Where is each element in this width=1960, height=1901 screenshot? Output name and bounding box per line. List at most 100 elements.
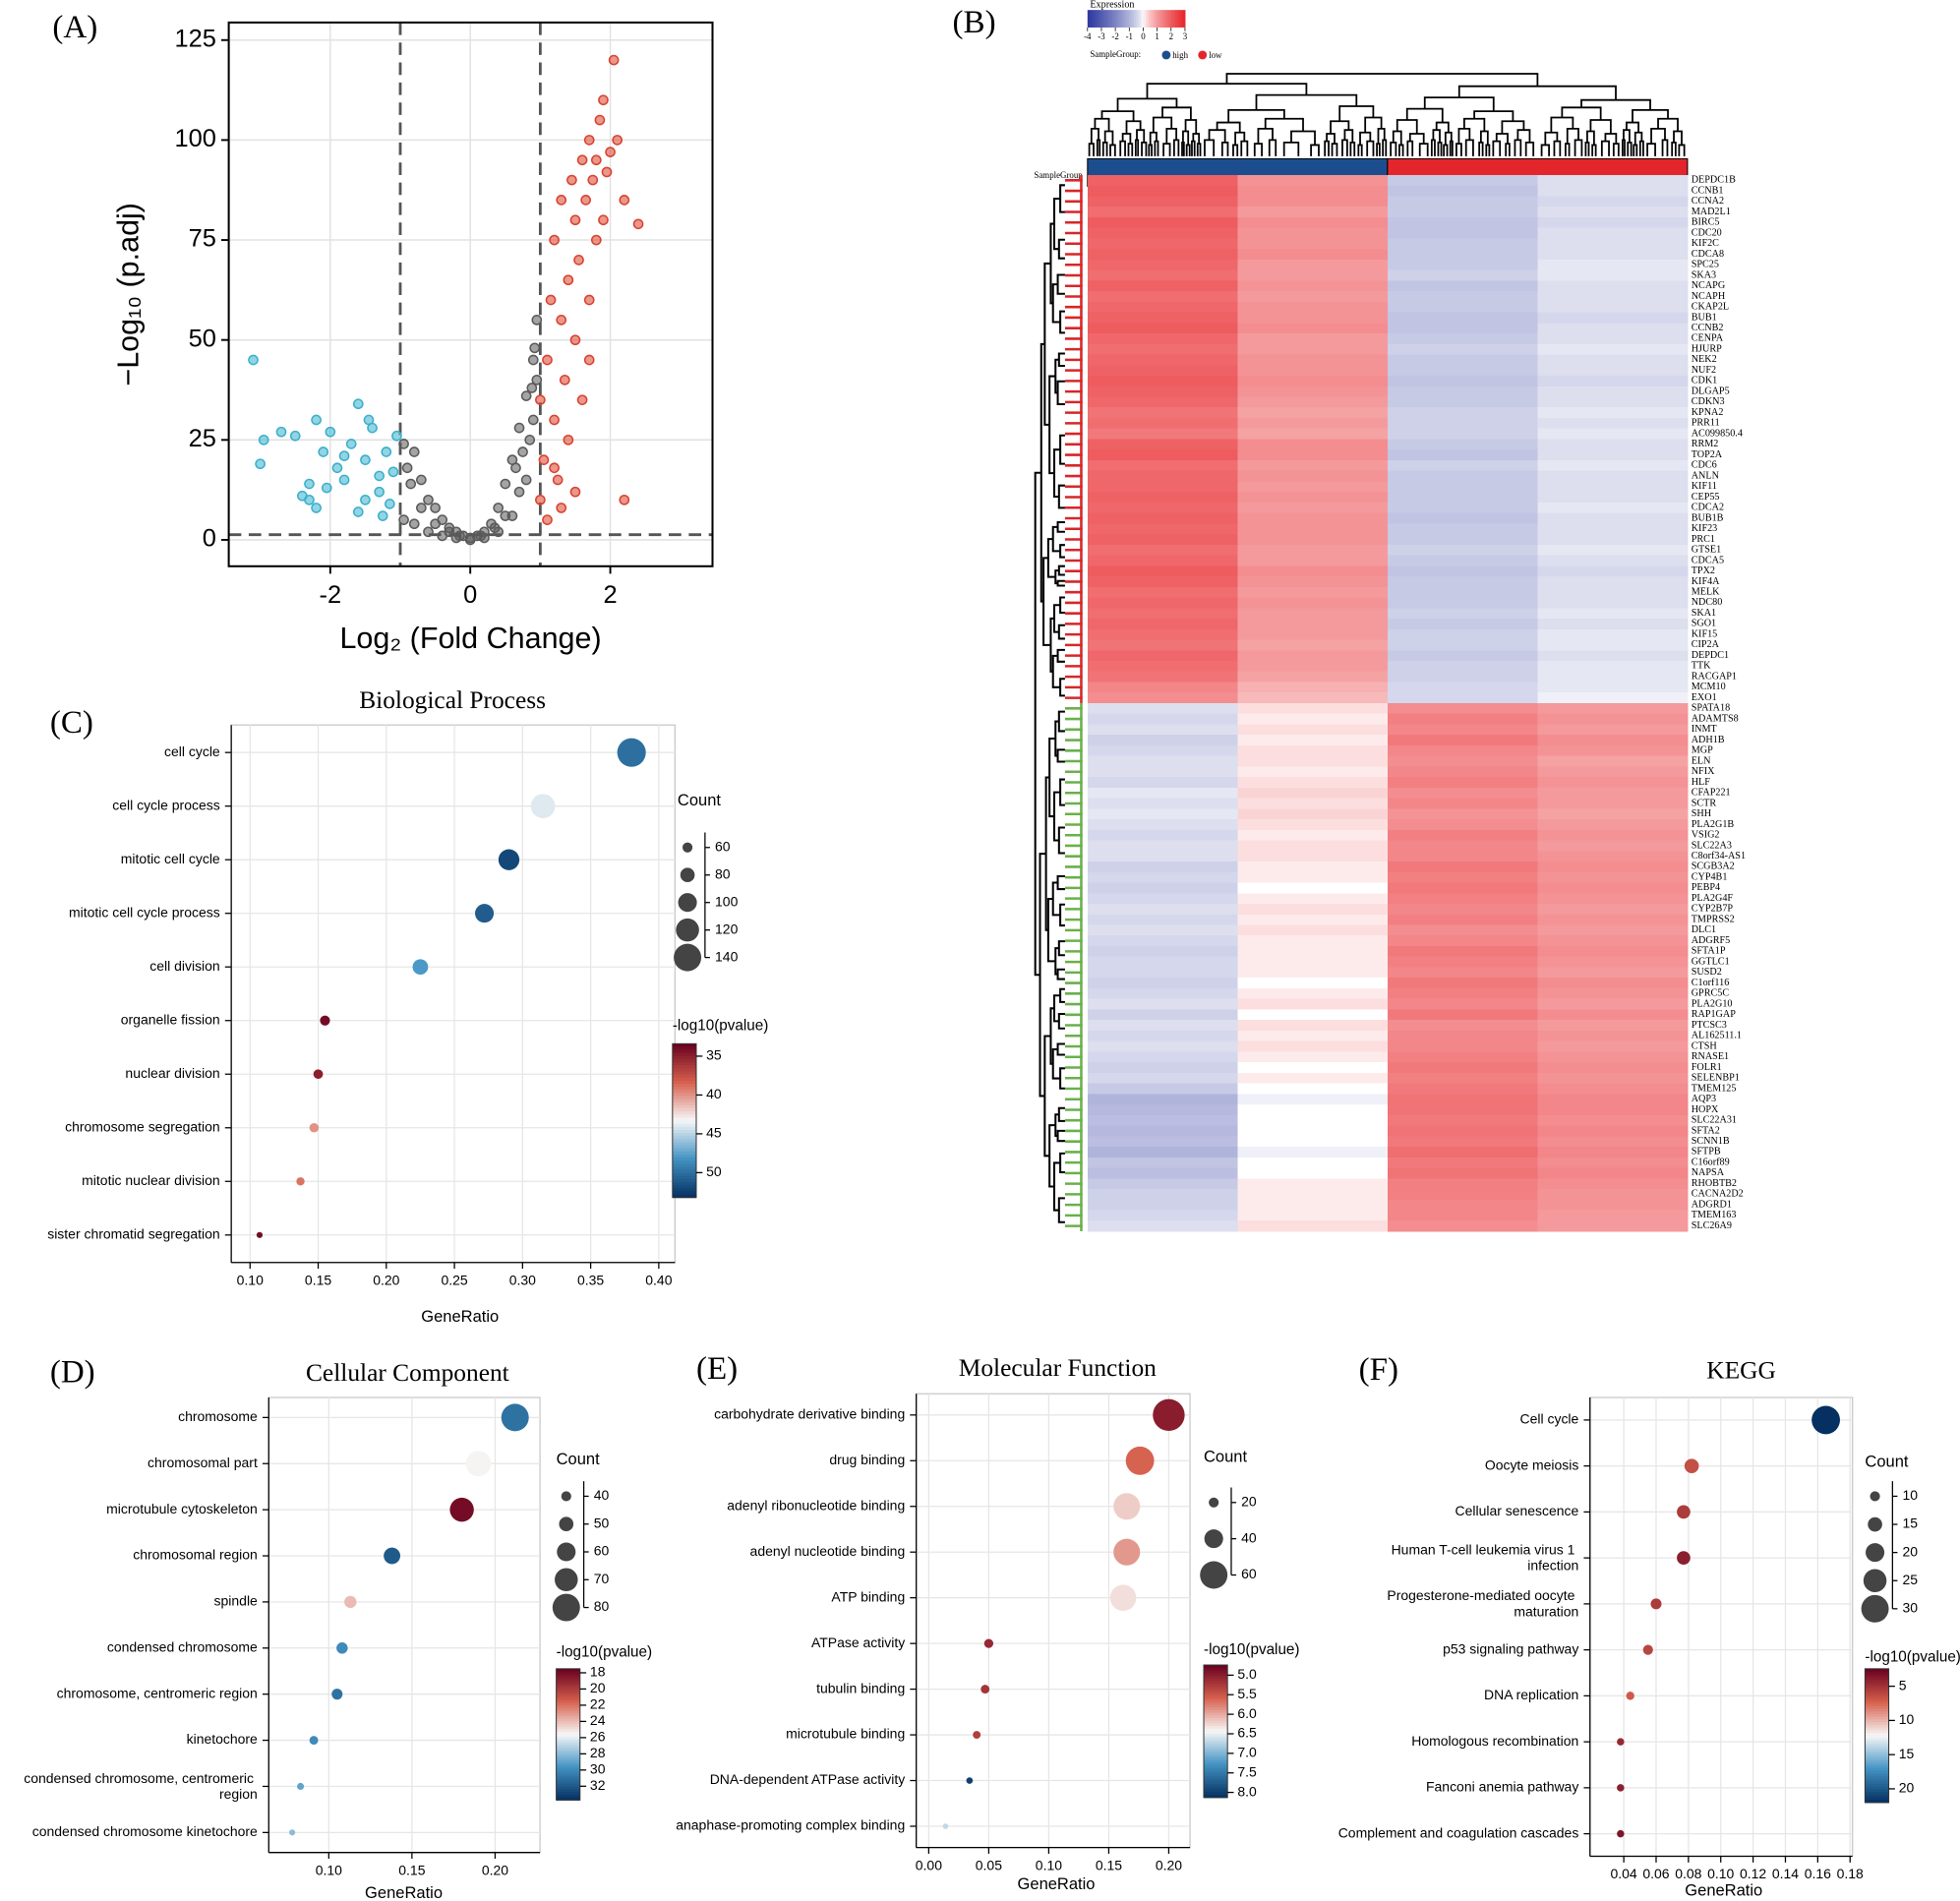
point (321, 482, 332, 494)
column-dendrogram (1326, 133, 1336, 145)
heat-cell (1237, 1009, 1389, 1021)
column-dendrogram (1290, 130, 1316, 146)
heat-cell (1537, 544, 1689, 556)
heat-cell (1237, 744, 1389, 757)
column-dendrogram (1553, 140, 1562, 156)
color-legend-step (672, 1111, 696, 1115)
dot (297, 1782, 305, 1790)
heat-cell (1387, 555, 1538, 566)
x-tick-label: 0.30 (509, 1273, 536, 1288)
heat-cell (1537, 597, 1689, 609)
size-legend-label: 10 (1903, 1487, 1919, 1503)
heat-cell (1387, 174, 1538, 187)
heat-cell (1387, 459, 1538, 472)
color-legend-step (672, 1068, 696, 1072)
color-legend-step (672, 1178, 696, 1183)
row-label: NAPSA (1692, 1167, 1725, 1178)
heat-cell (1237, 470, 1389, 482)
heat-cell (1387, 586, 1538, 598)
row-label: PTCSC3 (1692, 1020, 1727, 1031)
color-legend-step (672, 1185, 696, 1189)
heat-cell (1237, 1178, 1389, 1190)
heat-cell (1087, 555, 1238, 566)
column-dendrogram (1627, 142, 1633, 156)
column-dendrogram (1253, 143, 1263, 156)
heat-cell (1087, 744, 1238, 757)
point (527, 354, 539, 366)
color-legend-step (1204, 1792, 1228, 1796)
dot (1677, 1551, 1691, 1566)
x-tick-label: 0.14 (1772, 1866, 1799, 1881)
heat-cell (1387, 861, 1538, 873)
row-label: KPNA2 (1692, 407, 1724, 418)
heat-cell (1387, 713, 1538, 725)
color-legend-step (1204, 1704, 1228, 1708)
heat-cell (1237, 280, 1389, 292)
heat-cell (1387, 249, 1538, 261)
point (594, 114, 606, 126)
column-dendrogram (1324, 140, 1330, 156)
size-legend-label: 60 (1241, 1566, 1257, 1581)
heat-cell (1537, 1125, 1689, 1137)
point (374, 486, 385, 498)
color-legend-step (1204, 1731, 1228, 1735)
heat-cell (1087, 502, 1238, 514)
color-legend-label: 35 (706, 1047, 722, 1063)
size-legend-label: 40 (594, 1487, 610, 1503)
heat-cell (1237, 724, 1389, 736)
chart-title: Molecular Function (959, 1354, 1157, 1382)
heat-cell (1237, 1030, 1389, 1042)
group-bar-label: SampleGroup (1034, 170, 1083, 180)
column-dendrogram (1216, 121, 1241, 133)
color-legend-step (1204, 1789, 1228, 1793)
color-legend-step (672, 1099, 696, 1103)
heat-cell (1537, 259, 1689, 270)
chart-title: Biological Process (359, 686, 546, 714)
y-tick-label: chromosome segregation (65, 1118, 220, 1134)
color-legend-step (672, 1046, 696, 1051)
column-dendrogram (1204, 139, 1216, 156)
colorbar-step (1175, 10, 1179, 28)
heat-cell (1087, 323, 1238, 334)
heat-cell (1087, 291, 1238, 303)
y-tick-label: tubulin binding (816, 1680, 905, 1695)
heat-cell (1087, 301, 1238, 313)
row-label: RAP1GAP (1692, 1009, 1737, 1020)
dot (980, 1685, 990, 1694)
point (569, 334, 581, 346)
column-dendrogram (1633, 144, 1638, 156)
heat-cell (1537, 755, 1689, 767)
row-label: KIF2C (1692, 238, 1719, 249)
color-legend-step (672, 1151, 696, 1156)
row-label: CFAP221 (1692, 788, 1731, 799)
row-label: CYP2B7P (1692, 904, 1734, 915)
heat-cell (1237, 196, 1389, 208)
color-legend-label: 15 (1899, 1746, 1915, 1761)
panel-label: (E) (696, 1351, 738, 1387)
color-legend-step (1204, 1667, 1228, 1671)
heat-cell (1237, 449, 1389, 461)
colorbar-step (1165, 10, 1169, 28)
heat-cell (1237, 808, 1389, 820)
heat-cell (1237, 586, 1389, 598)
dot (449, 1497, 474, 1522)
heat-cell (1087, 196, 1238, 208)
heat-cell (1537, 449, 1689, 461)
row-label: C8orf34-AS1 (1692, 851, 1746, 861)
color-legend-step (672, 1194, 696, 1199)
point (559, 374, 570, 386)
heat-cell (1537, 967, 1689, 979)
column-dendrogram (1349, 142, 1356, 156)
row-dendrogram (1059, 184, 1065, 213)
color-legend-step (1865, 1722, 1889, 1726)
row-label: KIF11 (1692, 481, 1717, 492)
row-label: CACNA2D2 (1692, 1189, 1744, 1200)
heat-cell (1537, 978, 1689, 989)
heat-cell (1087, 935, 1238, 947)
heat-cell (1087, 978, 1238, 989)
heat-cell (1387, 840, 1538, 852)
column-dendrogram (1282, 142, 1300, 156)
column-dendrogram (1392, 130, 1402, 146)
x-tick-label: 0.10 (237, 1273, 264, 1288)
point (360, 494, 371, 505)
